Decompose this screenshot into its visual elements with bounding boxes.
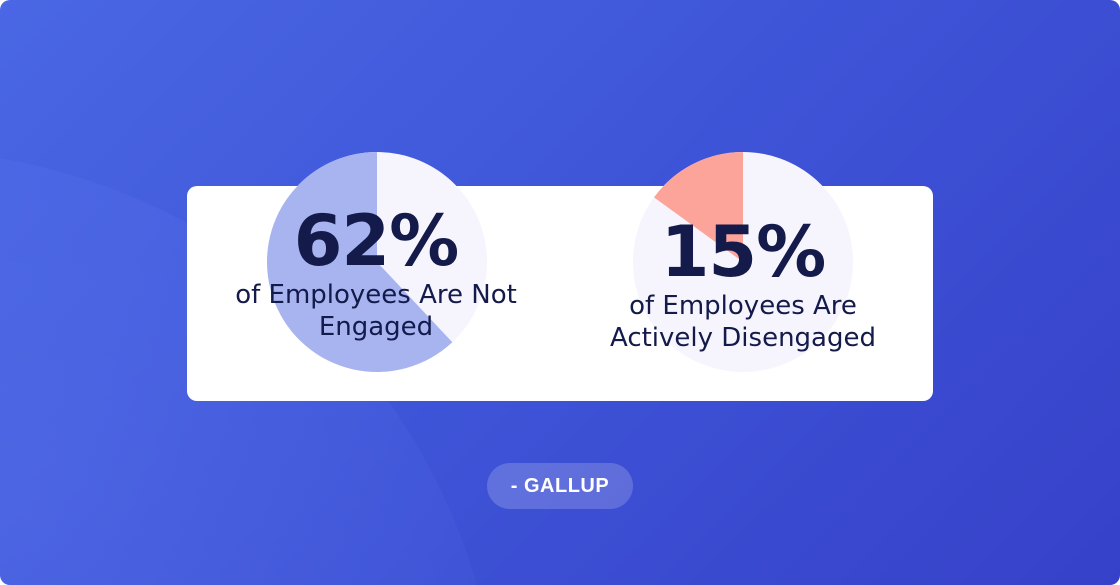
pie-value-slice-not-engaged xyxy=(267,152,453,372)
stat-value-not-engaged: 62% xyxy=(293,200,460,282)
stat-value-actively-disengaged: 15% xyxy=(660,211,827,293)
stat-actively-disengaged: 15% of Employees Are Actively Disengaged xyxy=(583,216,903,354)
stat-label-actively-disengaged: of Employees Are Actively Disengaged xyxy=(583,290,903,354)
source-badge: - GALLUP xyxy=(487,463,633,509)
pie-chart-not-engaged xyxy=(265,150,489,374)
stat-label-not-engaged: of Employees Are Not Engaged xyxy=(216,279,536,343)
pie-svg-actively-disengaged xyxy=(633,152,853,372)
stat-label-line: of Employees Are Not xyxy=(235,280,517,310)
pie-svg-not-engaged xyxy=(267,152,487,372)
pie-value-slice-actively-disengaged xyxy=(654,152,743,262)
stat-label-line: Engaged xyxy=(318,312,434,342)
stat-label-line: of Employees Are xyxy=(629,291,857,321)
stat-not-engaged: 62% of Employees Are Not Engaged xyxy=(216,205,536,343)
stat-label-line: Actively Disengaged xyxy=(609,323,876,353)
pie-chart-actively-disengaged xyxy=(631,150,855,374)
